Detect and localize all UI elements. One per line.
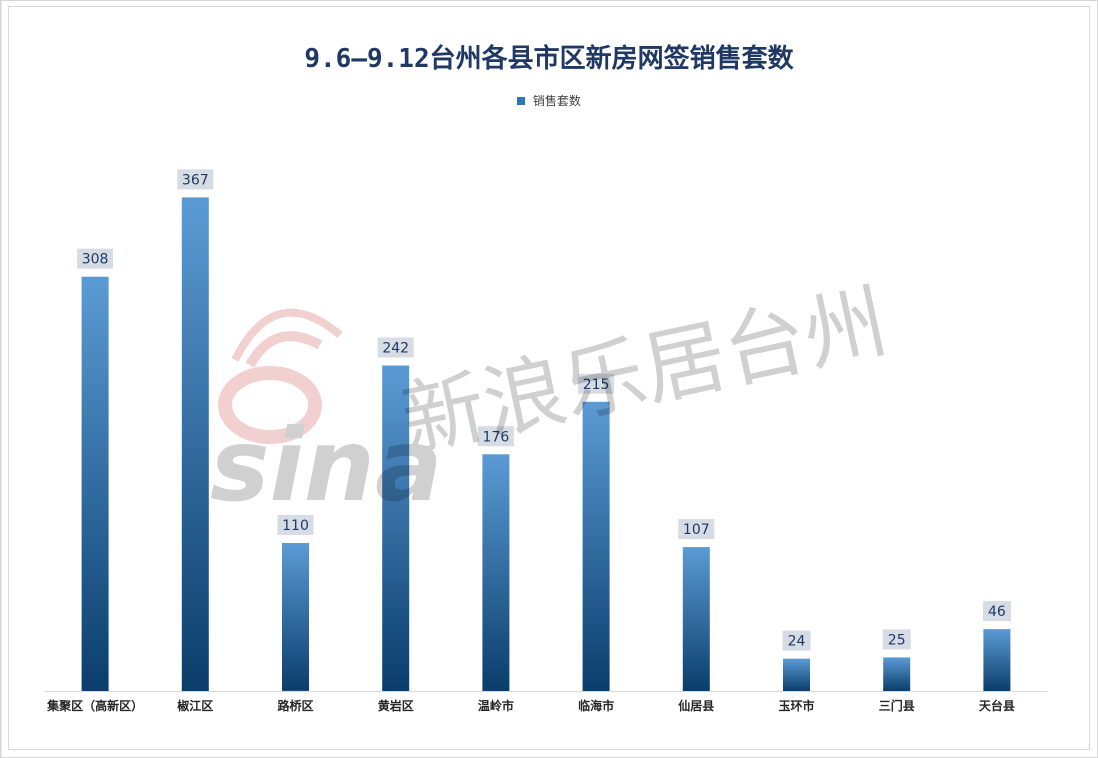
data-label-box-3	[377, 337, 414, 358]
category-label-1: 椒江区	[177, 698, 213, 713]
category-label-8: 三门县	[879, 698, 915, 713]
data-label-box-4	[477, 426, 514, 447]
data-label-box-5	[578, 373, 615, 394]
category-label-5: 临海市	[578, 698, 614, 713]
bar-3	[382, 365, 410, 691]
bar-6	[682, 547, 710, 691]
data-label-7: 24	[788, 634, 806, 650]
data-label-box-6	[678, 519, 715, 540]
data-label-box-8	[882, 629, 911, 650]
bar-8	[883, 657, 911, 691]
bar-5	[582, 401, 610, 691]
data-label-box-2	[277, 515, 314, 535]
bar-9	[983, 629, 1011, 691]
legend-label: 销售套数	[532, 94, 581, 108]
data-label-box-7	[782, 630, 811, 651]
bar-7	[783, 658, 810, 691]
category-label-3: 黄岩区	[378, 698, 414, 713]
data-label-2: 110	[282, 518, 309, 534]
category-label-2: 路桥区	[277, 698, 313, 713]
data-label-5: 215	[583, 377, 610, 393]
data-label-box-9	[982, 601, 1011, 622]
chart-legend: 销售套数	[0, 92, 1098, 109]
category-label-7: 玉环市	[778, 698, 814, 713]
data-label-3: 242	[382, 341, 409, 357]
bar-2	[282, 543, 309, 691]
category-label-9: 天台县	[979, 698, 1015, 713]
bar-4	[482, 454, 510, 691]
data-label-4: 176	[483, 429, 510, 445]
data-label-8: 25	[888, 632, 906, 648]
data-label-0: 308	[82, 252, 109, 268]
legend-swatch	[517, 96, 526, 105]
bar-1	[181, 197, 209, 691]
category-label-6: 仙居县	[678, 698, 714, 713]
category-label-4: 温岭市	[478, 698, 514, 713]
bar-0	[81, 276, 109, 691]
data-label-box-1	[177, 169, 214, 190]
data-label-box-0	[77, 248, 114, 269]
chart-title: 9.6–9.12台州各县市区新房网签销售套数	[304, 44, 794, 74]
data-label-1: 367	[182, 172, 209, 188]
data-label-6: 107	[683, 522, 710, 538]
data-label-9: 46	[988, 604, 1006, 620]
category-label-0: 集聚区（高新区）	[46, 698, 143, 713]
